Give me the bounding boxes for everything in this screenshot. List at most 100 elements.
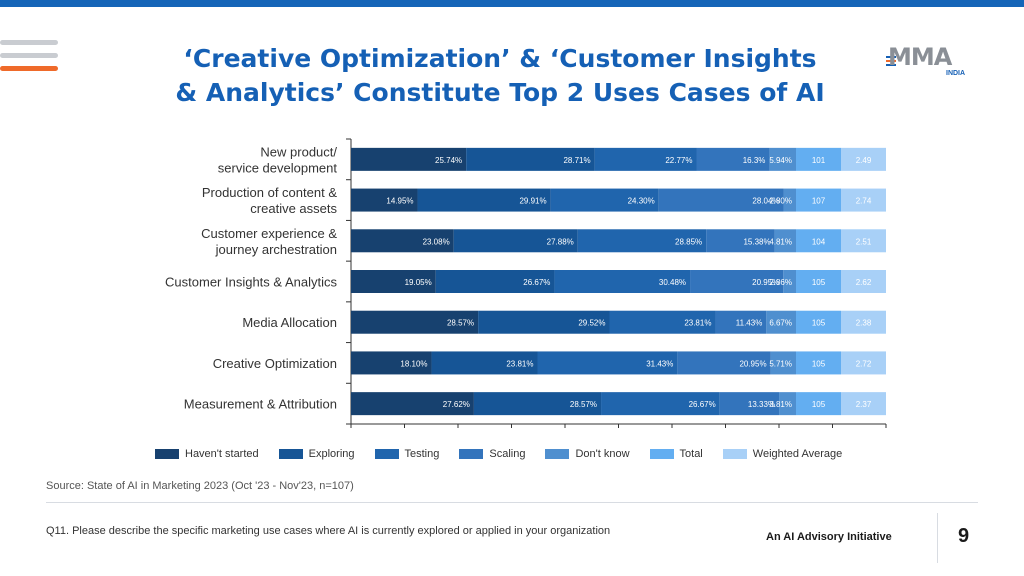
bar-segment xyxy=(466,147,595,171)
bar-segment xyxy=(554,270,691,293)
bar-segment xyxy=(783,188,796,212)
bar-value-label: 18.10% xyxy=(400,359,427,368)
bar-segment xyxy=(719,392,780,416)
bar-value-label: 6.67% xyxy=(769,319,792,328)
question-text: Q11. Please describe the specific market… xyxy=(46,525,611,537)
menu-line xyxy=(0,53,58,58)
bar-value-label: 5.94% xyxy=(769,156,792,165)
bar-segment xyxy=(779,392,796,416)
bar-value-label: 25.74% xyxy=(435,156,462,165)
bar-segment xyxy=(478,310,610,334)
bar-segment xyxy=(417,188,551,212)
bar-value-label: 27.88% xyxy=(547,237,574,246)
bar-segment xyxy=(351,147,467,171)
legend-item: Total xyxy=(649,448,703,460)
legend-item: Don't know xyxy=(545,448,630,460)
bar-segment xyxy=(841,270,886,293)
legend-label: Testing xyxy=(404,448,440,460)
bar-value-label: 104 xyxy=(812,237,826,246)
bar-value-label: 15.38% xyxy=(743,237,770,246)
category-label: Creative Optimization xyxy=(213,356,337,371)
bar-segment xyxy=(453,229,578,253)
bar-value-label: 29.91% xyxy=(519,197,546,206)
bar-value-label: 23.81% xyxy=(506,359,533,368)
menu-lines-decoration xyxy=(0,40,58,79)
category-label: Production of content & creative assets xyxy=(202,185,338,216)
bar-segment xyxy=(770,351,796,375)
bar-value-label: 2.86% xyxy=(769,278,792,287)
bar-value-label: 2.62 xyxy=(856,278,872,287)
footer-separator xyxy=(937,513,938,563)
legend-label: Don't know xyxy=(575,448,630,460)
bar-segment xyxy=(796,270,841,293)
category-label: Customer Insights & Analytics xyxy=(165,275,337,290)
bar-value-label: 26.67% xyxy=(689,400,716,409)
bar-segment xyxy=(774,229,796,253)
legend-item: Testing xyxy=(374,448,440,460)
top-accent-bar xyxy=(0,0,1024,7)
bar-value-label: 16.3% xyxy=(743,156,766,165)
bar-segment xyxy=(351,188,418,212)
category-label: Customer experience & journey archestrati… xyxy=(201,226,337,257)
bar-value-label: 14.95% xyxy=(386,197,413,206)
bar-value-label: 13.33% xyxy=(748,400,775,409)
bar-segment xyxy=(594,147,697,171)
logo-lines-icon xyxy=(886,56,896,68)
bar-segment xyxy=(351,392,474,416)
bar-value-label: 26.67% xyxy=(523,278,550,287)
legend-swatch xyxy=(545,449,570,459)
bar-segment xyxy=(696,147,770,171)
bar-segment xyxy=(537,351,678,375)
bar-value-label: 27.62% xyxy=(443,400,470,409)
bar-segment xyxy=(609,310,716,334)
bar-value-label: 28.57% xyxy=(570,400,597,409)
legend-label: Total xyxy=(679,448,703,460)
bar-value-label: 4.81% xyxy=(769,237,792,246)
bar-segment xyxy=(796,147,841,171)
bar-segment xyxy=(796,188,841,212)
bar-segment xyxy=(796,310,841,334)
bar-segment xyxy=(841,188,886,212)
bar-value-label: 28.71% xyxy=(563,156,590,165)
bar-segment xyxy=(841,392,886,416)
bar-value-label: 105 xyxy=(812,278,826,287)
bar-segment xyxy=(431,351,538,375)
bar-value-label: 3.81% xyxy=(769,400,792,409)
bar-value-label: 20.95% xyxy=(739,359,766,368)
bar-value-label: 28.85% xyxy=(675,237,702,246)
legend-label: Scaling xyxy=(489,448,526,460)
bar-value-label: 30.48% xyxy=(659,278,686,287)
legend-label: Exploring xyxy=(308,448,355,460)
bar-value-label: 5.71% xyxy=(769,359,792,368)
category-label: Measurement & Attribution xyxy=(184,397,337,412)
bar-value-label: 107 xyxy=(812,197,826,206)
bar-value-label: 23.08% xyxy=(423,237,450,246)
bar-segment xyxy=(550,188,659,212)
bar-value-label: 19.05% xyxy=(405,278,432,287)
bar-value-label: 2.72 xyxy=(856,359,872,368)
page-title: ‘Creative Optimization’ & ‘Customer Insi… xyxy=(150,42,850,110)
title-line-2: & Analytics’ Constitute Top 2 Uses Cases… xyxy=(175,78,825,107)
bar-value-label: 105 xyxy=(812,359,826,368)
legend-label: Haven't started xyxy=(185,448,259,460)
bar-value-label: 28.57% xyxy=(447,319,474,328)
bar-segment xyxy=(841,229,886,253)
legend-item: Weighted Average xyxy=(722,448,842,460)
bar-segment xyxy=(841,351,886,375)
bar-segment xyxy=(706,229,775,253)
bar-segment xyxy=(351,310,479,334)
legend-item: Haven't started xyxy=(155,448,259,460)
legend-swatch xyxy=(278,449,303,459)
bar-segment xyxy=(351,351,432,375)
bar-segment xyxy=(796,229,841,253)
bar-segment xyxy=(841,310,886,334)
bar-value-label: 2.49 xyxy=(856,156,872,165)
advisory-label: An AI Advisory Initiative xyxy=(766,531,892,543)
bar-segment xyxy=(690,270,784,293)
mma-logo: MMA INDIA xyxy=(886,42,978,78)
footer-divider xyxy=(46,502,978,503)
bar-value-label: 2.74 xyxy=(856,197,872,206)
bar-segment xyxy=(473,392,602,416)
legend-swatch xyxy=(722,449,747,459)
